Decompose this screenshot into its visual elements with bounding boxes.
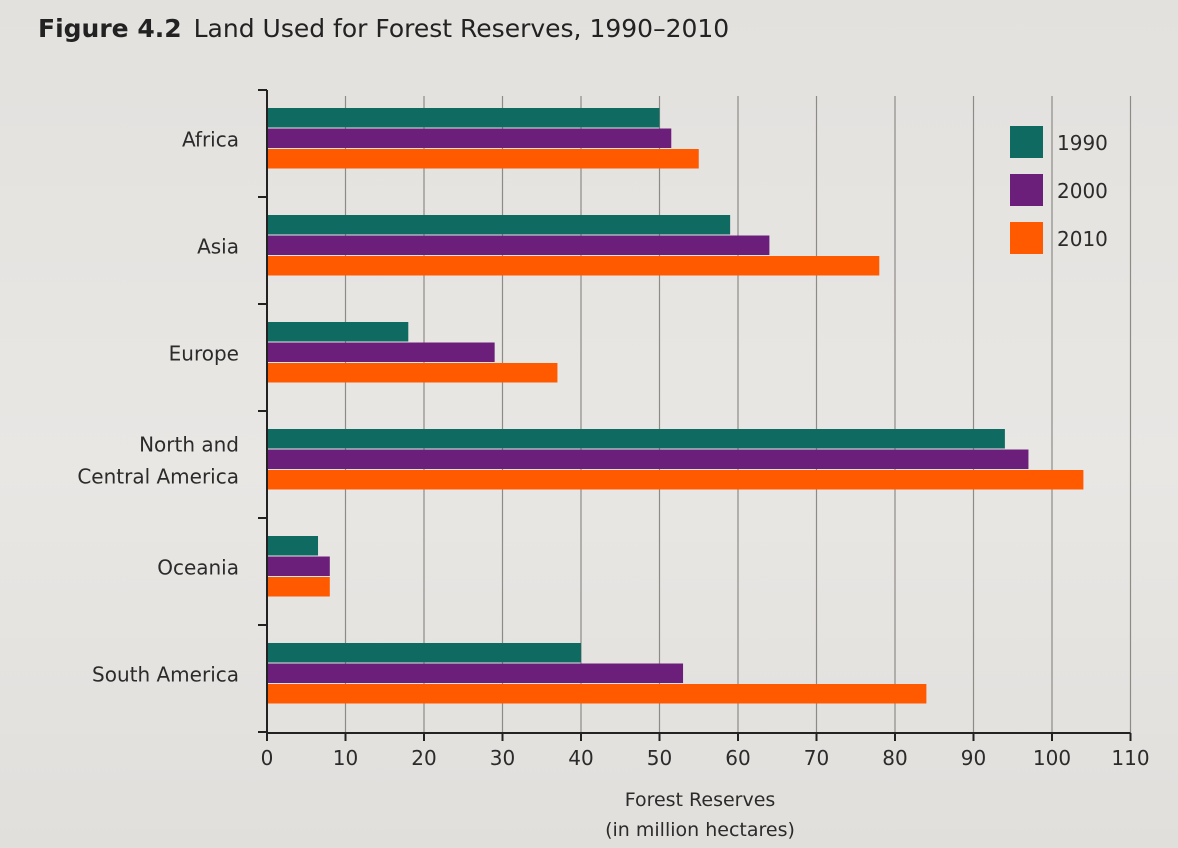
- bar-1990: [267, 536, 319, 556]
- bar-2000: [267, 235, 770, 255]
- bar-2000: [267, 342, 495, 362]
- bar-1990: [267, 322, 409, 342]
- category-label: Oceania: [157, 555, 239, 579]
- bar-2010: [267, 470, 1084, 490]
- category-label: Asia: [197, 234, 239, 258]
- x-axis-title: (in million hectares): [605, 819, 795, 841]
- legend-swatch-2010: [1010, 222, 1043, 254]
- bar-2000: [267, 556, 330, 576]
- legend-label-1990: 1990: [1057, 131, 1108, 155]
- x-tick-label: 30: [490, 746, 515, 770]
- category-label: South America: [92, 662, 239, 686]
- category-label: Africa: [182, 127, 239, 151]
- bar-2000: [267, 663, 684, 683]
- x-tick-label: 90: [961, 746, 986, 770]
- bar-2010: [267, 577, 330, 597]
- figure-title: Land Used for Forest Reserves, 1990–2010: [193, 14, 730, 43]
- legend-swatch-1990: [1010, 126, 1043, 158]
- figure-label: Figure 4.2: [38, 14, 182, 43]
- bar-2000: [267, 449, 1029, 469]
- legend-swatch-2000: [1010, 174, 1043, 206]
- x-tick-label: 50: [647, 746, 672, 770]
- x-tick-label: 100: [1033, 746, 1071, 770]
- x-tick-label: 10: [333, 746, 358, 770]
- bar-2000: [267, 128, 672, 148]
- x-tick-label: 40: [568, 746, 593, 770]
- bar-1990: [267, 429, 1005, 449]
- x-tick-label: 110: [1111, 746, 1149, 770]
- x-tick-label: 80: [882, 746, 907, 770]
- figure-heading: Figure 4.2 Land Used for Forest Reserves,…: [38, 14, 729, 43]
- legend-label-2000: 2000: [1057, 179, 1108, 203]
- x-tick-label: 20: [411, 746, 436, 770]
- x-tick-label: 70: [804, 746, 829, 770]
- bar-2010: [267, 684, 927, 704]
- x-tick-label: 0: [261, 746, 274, 770]
- legend-label-2010: 2010: [1057, 227, 1108, 251]
- bar-2010: [267, 256, 880, 276]
- bar-1990: [267, 108, 660, 128]
- bar-1990: [267, 215, 731, 235]
- x-tick-label: 60: [725, 746, 750, 770]
- bar-2010: [267, 149, 699, 169]
- bar-1990: [267, 643, 581, 663]
- x-axis-title: Forest Reserves: [625, 789, 776, 811]
- bar-2010: [267, 363, 558, 383]
- category-label: Europe: [169, 341, 239, 365]
- category-label: Central America: [77, 464, 239, 488]
- category-label: North and: [139, 432, 239, 456]
